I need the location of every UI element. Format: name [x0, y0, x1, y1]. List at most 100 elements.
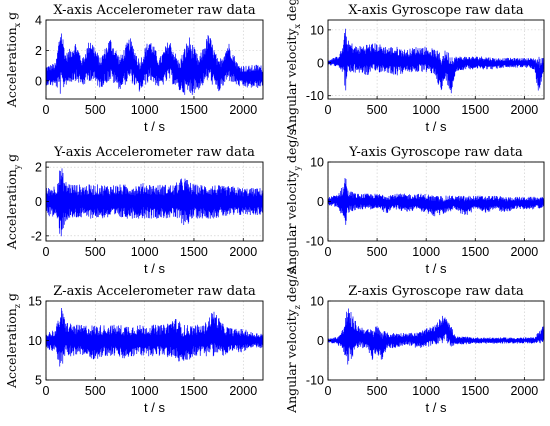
- x-tick-label-4: 2000: [229, 245, 257, 259]
- x-tick-label-4: 2000: [510, 245, 538, 259]
- x-tick-label-1: 500: [367, 384, 388, 398]
- x-tick-label-4: 2000: [229, 103, 257, 117]
- y-tick-label-2: 2: [35, 161, 42, 175]
- signal-trace: [45, 168, 264, 237]
- y-axis-label-name: Angular velocity: [284, 308, 299, 414]
- y-tick-label-1: 0: [317, 56, 324, 70]
- y-tick-label-0: -10: [306, 235, 324, 249]
- y-tick-label-2: 4: [35, 14, 42, 28]
- signal-trace: [45, 308, 264, 367]
- x-tick-label-3: 1500: [180, 103, 208, 117]
- y-axis-label: Angular velocityx deg/s: [284, 0, 302, 133]
- y-tick-label-1: 0: [317, 195, 324, 209]
- chart-title: Y-axis Gyroscope raw data: [348, 145, 523, 160]
- x-tick-label-0: 0: [43, 103, 50, 117]
- x-axis-label: t / s: [144, 261, 165, 276]
- x-tick-label-4: 2000: [229, 384, 257, 398]
- y-tick-label-1: 0: [35, 195, 42, 209]
- y-tick-label-2: 10: [310, 156, 324, 170]
- y-axis-label-subscript: x: [293, 23, 302, 28]
- x-tick-label-0: 0: [325, 103, 332, 117]
- x-tick-label-3: 1500: [180, 245, 208, 259]
- x-axis-label: t / s: [144, 119, 165, 134]
- x-tick-label-0: 0: [43, 245, 50, 259]
- svg-text:Angular velocityxdeg/s: Angular velocityx deg/s: [284, 0, 302, 133]
- y-axis-label-name: Angular velocity: [284, 28, 299, 134]
- y-tick-label-0: 0: [35, 74, 42, 88]
- chart-panel-5: 0 500 1000 1500 2000 5 10 15 Z-axis Acceleromete…: [4, 284, 264, 415]
- x-tick-label-1: 500: [367, 103, 388, 117]
- x-axis-label: t / s: [426, 119, 447, 134]
- y-axis-label-unit: deg/s: [284, 268, 299, 302]
- y-tick-label-0: -2: [31, 229, 42, 243]
- svg-text:Accelerationyg: Accelerationyg: [4, 154, 22, 250]
- y-axis-label-unit: deg/s: [284, 0, 299, 21]
- y-axis-label: Accelerationyg: [4, 154, 22, 250]
- x-tick-label-3: 1500: [461, 384, 489, 398]
- y-axis-label-name: Acceleration: [4, 169, 19, 250]
- signal-trace: [45, 33, 264, 95]
- y-tick-label-2: 15: [28, 295, 42, 309]
- y-tick-label-1: 0: [317, 334, 324, 348]
- y-tick-label-1: 2: [35, 44, 42, 58]
- x-tick-label-4: 2000: [510, 103, 538, 117]
- plot-frame: [45, 19, 264, 100]
- y-axis-label-name: Acceleration: [4, 27, 19, 108]
- y-axis-label-name: Angular velocity: [284, 170, 299, 276]
- x-axis-label: t / s: [426, 400, 447, 415]
- y-tick-label-0: 5: [35, 374, 42, 388]
- x-axis-label: t / s: [426, 261, 447, 276]
- x-tick-label-2: 1000: [131, 245, 159, 259]
- y-axis-label-unit: deg/s: [284, 129, 299, 163]
- y-axis-label: Angular velocityz deg/s: [284, 268, 302, 414]
- plot-frame: [327, 19, 545, 100]
- x-tick-label-0: 0: [325, 245, 332, 259]
- y-axis-label-name: Acceleration: [4, 308, 19, 389]
- x-tick-label-3: 1500: [461, 103, 489, 117]
- x-tick-label-2: 1000: [412, 384, 440, 398]
- x-tick-label-2: 1000: [412, 103, 440, 117]
- y-axis-label-unit: g: [4, 12, 19, 20]
- y-axis-label: Accelerationzg: [4, 293, 22, 389]
- signal-trace: [327, 177, 545, 225]
- y-axis-label-subscript: z: [293, 305, 302, 309]
- x-tick-label-1: 500: [85, 103, 106, 117]
- svg-text:Accelerationzg: Accelerationzg: [4, 293, 22, 389]
- chart-title: Z-axis Gyroscope raw data: [348, 284, 524, 299]
- chart-title: Y-axis Accelerometer raw data: [53, 145, 255, 160]
- x-tick-label-0: 0: [43, 384, 50, 398]
- y-tick-label-2: 10: [310, 295, 324, 309]
- x-tick-label-3: 1500: [180, 384, 208, 398]
- y-axis-label-subscript: x: [13, 22, 22, 27]
- y-axis-label: Angular velocityy deg/s: [284, 129, 302, 275]
- svg-text:Accelerationxg: Accelerationxg: [4, 12, 22, 108]
- signal-trace: [327, 28, 545, 94]
- y-axis-label-subscript: y: [293, 165, 302, 171]
- y-tick-label-1: 10: [28, 334, 42, 348]
- y-axis-label: Accelerationxg: [4, 12, 22, 108]
- x-tick-label-4: 2000: [510, 384, 538, 398]
- chart-title: X-axis Gyroscope raw data: [348, 3, 523, 18]
- x-tick-label-2: 1000: [412, 245, 440, 259]
- chart-title: Z-axis Accelerometer raw data: [53, 284, 256, 299]
- chart-title: X-axis Accelerometer raw data: [53, 3, 256, 18]
- x-tick-label-2: 1000: [131, 103, 159, 117]
- y-axis-label-subscript: y: [13, 164, 22, 170]
- y-tick-label-0: -10: [306, 374, 324, 388]
- x-tick-label-3: 1500: [461, 245, 489, 259]
- x-tick-label-1: 500: [85, 245, 106, 259]
- x-tick-label-0: 0: [325, 384, 332, 398]
- x-axis-label: t / s: [144, 400, 165, 415]
- y-tick-label-0: -10: [306, 89, 324, 103]
- y-axis-label-unit: g: [4, 293, 19, 301]
- y-tick-label-2: 10: [310, 23, 324, 37]
- x-tick-label-1: 500: [367, 245, 388, 259]
- x-tick-label-1: 500: [85, 384, 106, 398]
- signal-trace: [327, 308, 545, 365]
- y-axis-label-unit: g: [4, 154, 19, 162]
